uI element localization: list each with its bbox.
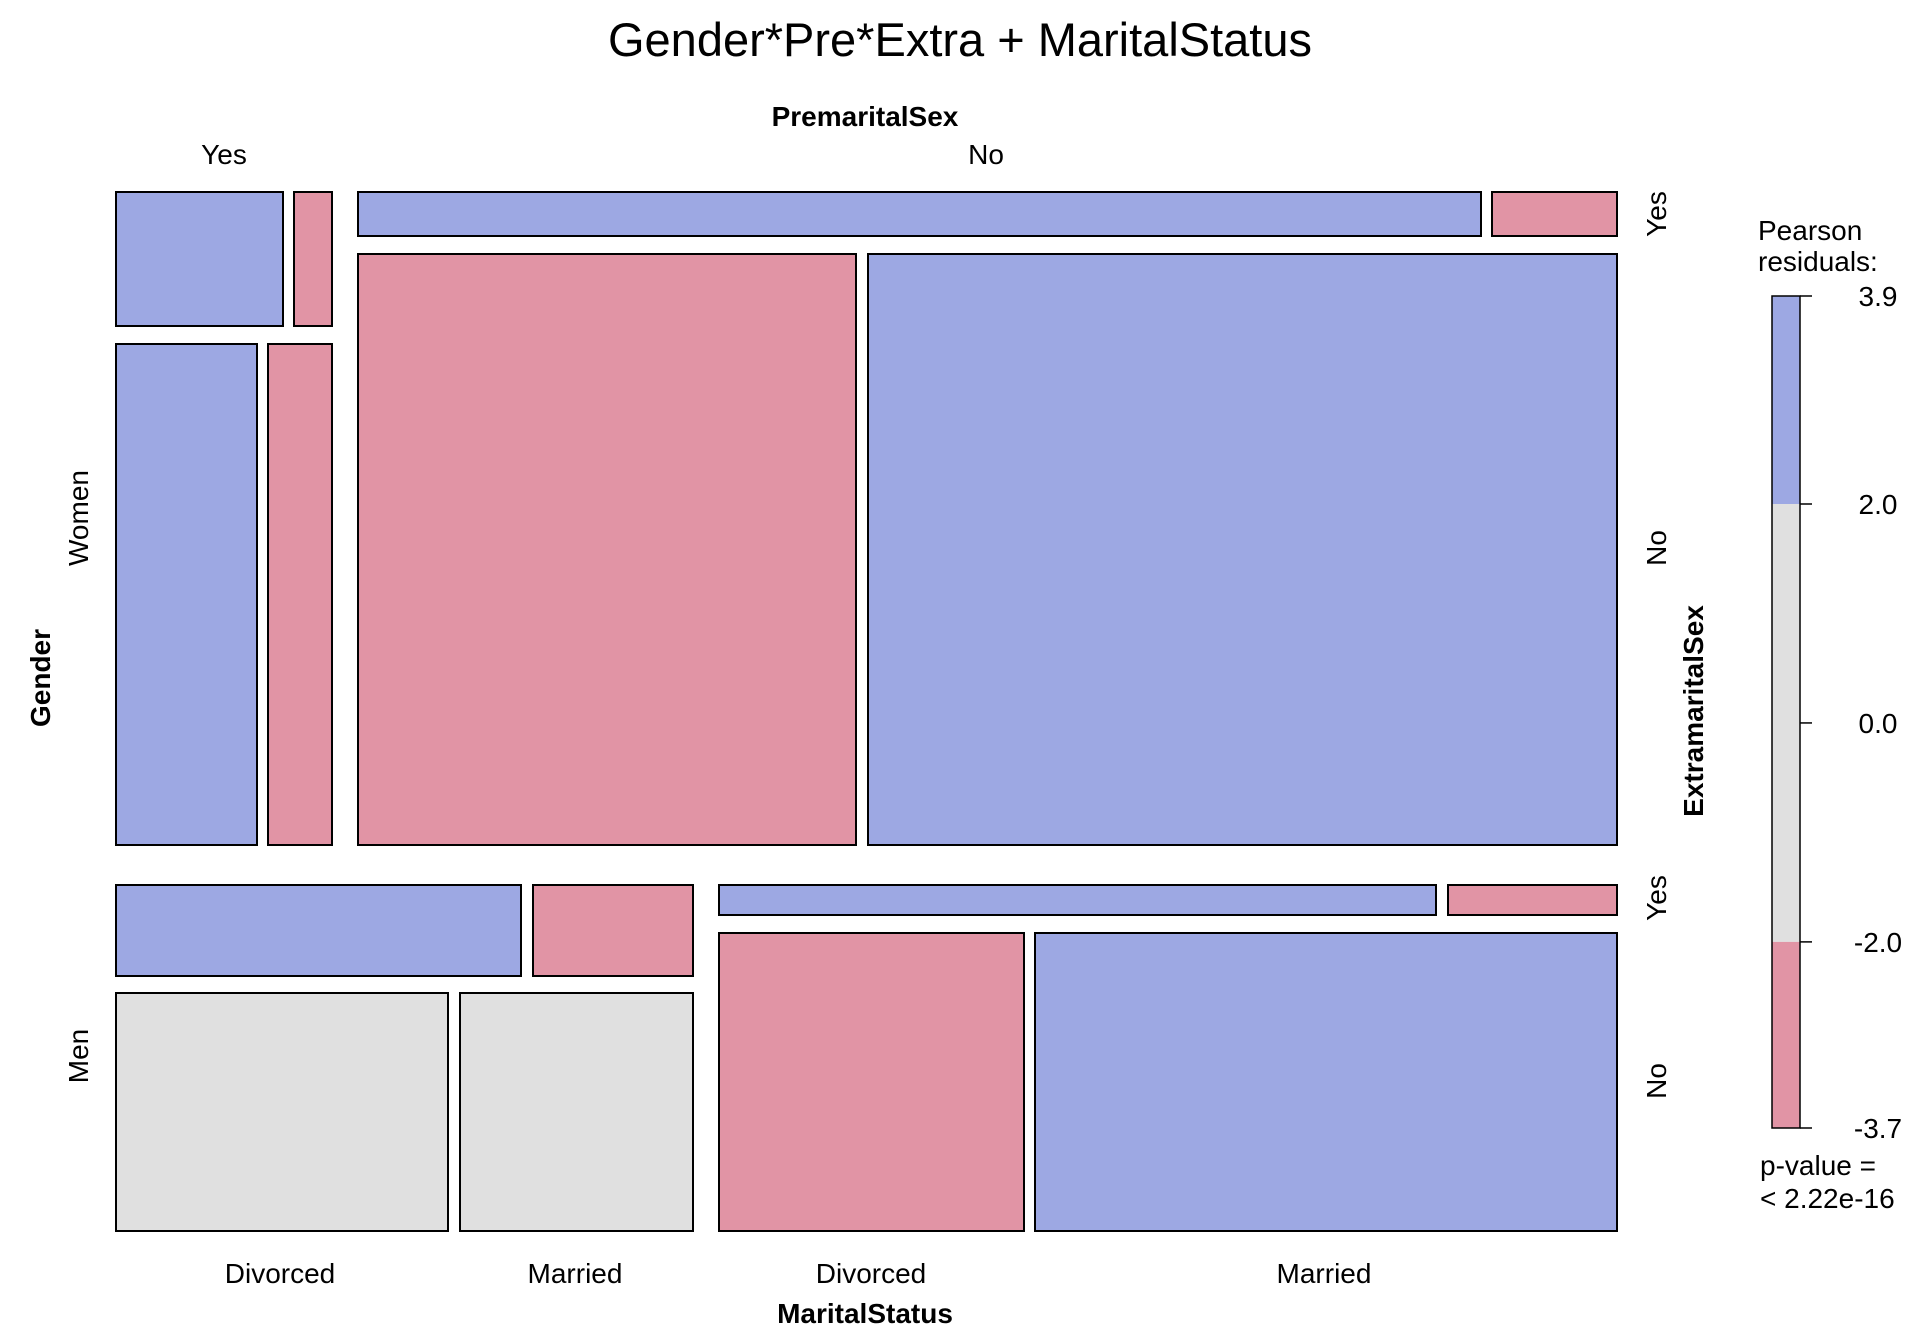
mosaic-cell-men-no-yes-divorced xyxy=(718,884,1437,916)
legend-pvalue-line1: p-value = xyxy=(1760,1150,1876,1181)
mosaic-cell-men-yes-no-married xyxy=(459,992,694,1232)
legend-band-negative xyxy=(1772,941,1800,1128)
legend-color-bar xyxy=(1771,295,1801,1129)
mosaic-cell-women-yes-yes-married xyxy=(293,191,333,327)
level-label-extra-no-men: No xyxy=(1641,1063,1672,1099)
legend-band-positive xyxy=(1772,296,1800,504)
level-label-extra-no-women: No xyxy=(1641,530,1672,566)
legend-tick-label: -3.7 xyxy=(1854,1113,1902,1144)
mosaic-cell-women-no-yes-married xyxy=(1491,191,1618,237)
legend-band-neutral xyxy=(1772,504,1800,942)
mosaic-cell-men-yes-no-divorced xyxy=(115,992,449,1232)
var-label-marital: MaritalStatus xyxy=(777,1298,953,1329)
mosaic-cell-women-no-no-married xyxy=(867,253,1618,846)
level-label-premarital-yes: Yes xyxy=(201,139,247,170)
mosaic-cell-men-no-yes-married xyxy=(1447,884,1618,916)
mosaic-cell-women-no-no-divorced xyxy=(357,253,857,846)
legend-tick-label: 2.0 xyxy=(1859,489,1898,520)
level-label-marital-divorced-no: Divorced xyxy=(816,1258,926,1289)
level-label-gender-women: Women xyxy=(63,470,94,566)
legend-tick-label: 3.9 xyxy=(1859,281,1898,312)
mosaic-cell-women-yes-no-divorced xyxy=(115,343,258,846)
legend-title-line2: residuals: xyxy=(1758,246,1878,277)
level-label-extra-yes-women: Yes xyxy=(1641,191,1672,237)
level-label-gender-men: Men xyxy=(63,1029,94,1083)
level-label-marital-divorced-yes: Divorced xyxy=(225,1258,335,1289)
legend-title-line1: Pearson xyxy=(1758,215,1862,246)
level-label-marital-married-yes: Married xyxy=(528,1258,623,1289)
var-label-extramarital: ExtramaritalSex xyxy=(1678,605,1709,817)
mosaic-cell-men-yes-yes-married xyxy=(532,884,694,977)
mosaic-cell-men-no-no-married xyxy=(1034,932,1618,1232)
mosaic-cell-women-yes-no-married xyxy=(267,343,333,846)
level-label-extra-yes-men: Yes xyxy=(1641,875,1672,921)
legend-tick-label: 0.0 xyxy=(1859,708,1898,739)
legend-pvalue-line2: < 2.22e-16 xyxy=(1760,1183,1895,1214)
var-label-gender: Gender xyxy=(25,629,56,727)
legend-bar-frame xyxy=(1771,295,1801,1129)
level-label-premarital-no: No xyxy=(968,139,1004,170)
chart-title: Gender*Pre*Extra + MaritalStatus xyxy=(608,13,1312,66)
legend: Pearson residuals: 3.9 2.0 0.0 -2.0 -3.7 p-v… xyxy=(1758,215,1902,1214)
mosaic-cell-men-yes-yes-divorced xyxy=(115,884,522,977)
mosaic-cell-men-no-no-divorced xyxy=(718,932,1025,1232)
level-label-marital-married-no: Married xyxy=(1277,1258,1372,1289)
legend-ticks: 3.9 2.0 0.0 -2.0 -3.7 xyxy=(1800,281,1902,1144)
mosaic-cells xyxy=(115,191,1618,1232)
mosaic-cell-women-yes-yes-divorced xyxy=(115,191,284,327)
mosaic-cell-women-no-yes-divorced xyxy=(357,191,1482,237)
var-label-premarital: PremaritalSex xyxy=(772,101,959,132)
legend-tick-label: -2.0 xyxy=(1854,927,1902,958)
